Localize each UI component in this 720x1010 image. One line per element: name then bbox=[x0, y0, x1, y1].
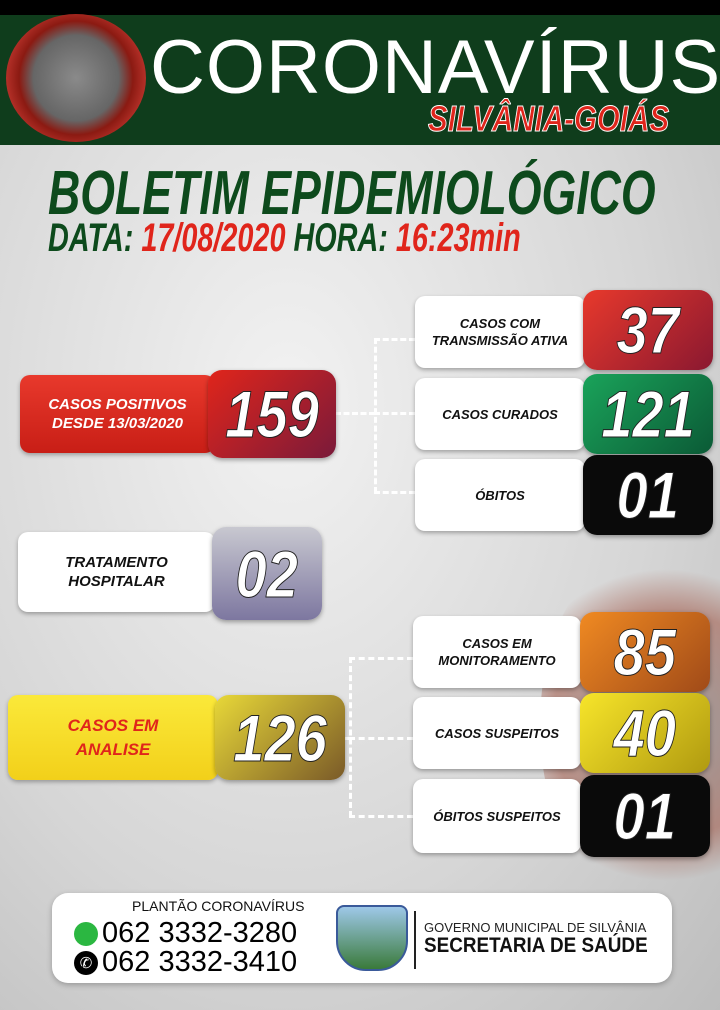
label-line: HOSPITALAR bbox=[68, 573, 165, 590]
connector bbox=[374, 491, 415, 494]
label-line: ANALISE bbox=[75, 739, 151, 759]
divider bbox=[414, 911, 416, 969]
connector bbox=[374, 338, 377, 493]
connector bbox=[335, 412, 375, 415]
time-label: HORA: bbox=[293, 216, 388, 260]
recovered-label: CASOS CURADOS bbox=[415, 378, 585, 450]
phone-line: ✆ 062 3332-3410 bbox=[74, 946, 297, 979]
connector bbox=[349, 737, 413, 740]
label-line: TRATAMENTO bbox=[65, 554, 168, 571]
label-line: CASOS EM bbox=[462, 636, 532, 651]
active-cases-value: 37 bbox=[583, 290, 713, 370]
label-line: TRANSMISSÃO ATIVA bbox=[431, 333, 569, 348]
whatsapp-icon bbox=[74, 921, 98, 946]
label-line: CASOS POSITIVOS bbox=[48, 396, 187, 413]
hospital-value: 02 bbox=[212, 527, 322, 620]
analysis-label: CASOS EM ANALISE bbox=[8, 695, 218, 780]
header-subtitle: SILVÂNIA-GOIÁS bbox=[428, 98, 670, 140]
whatsapp-number[interactable]: 062 3332-3280 bbox=[102, 917, 298, 949]
positive-cases-label: CASOS POSITIVOS DESDE 13/03/2020 bbox=[20, 375, 215, 453]
suspected-deaths-label: ÓBITOS SUSPEITOS bbox=[413, 779, 581, 853]
suspected-value: 40 bbox=[580, 693, 710, 773]
label-line: CASOS EM bbox=[67, 715, 159, 735]
date-label: DATA: bbox=[48, 216, 134, 260]
bulletin-title: BOLETIM EPIDEMIOLÓGICO bbox=[48, 159, 656, 228]
department-name: SECRETARIA DE SAÚDE bbox=[424, 934, 648, 957]
connector bbox=[349, 657, 413, 660]
municipal-coat-of-arms bbox=[336, 905, 408, 971]
connector bbox=[349, 815, 413, 818]
connector bbox=[345, 737, 351, 740]
connector bbox=[374, 412, 415, 415]
suspected-label: CASOS SUSPEITOS bbox=[413, 697, 581, 769]
bulletin-date-line: DATA: 17/08/2020 HORA: 16:23min bbox=[48, 216, 521, 261]
hospital-label: TRATAMENTO HOSPITALAR bbox=[18, 532, 215, 612]
header-title: CORONAVÍRUS bbox=[150, 25, 720, 110]
coronavirus-image bbox=[6, 14, 146, 142]
government-name: GOVERNO MUNICIPAL DE SILVÂNIA bbox=[424, 920, 647, 935]
whatsapp-line: 062 3332-3280 bbox=[74, 917, 297, 950]
label-line: CASOS COM bbox=[459, 316, 541, 331]
deaths-value: 01 bbox=[583, 455, 713, 535]
positive-cases-value: 159 bbox=[208, 370, 336, 458]
label-line: MONITORAMENTO bbox=[438, 653, 556, 668]
connector bbox=[374, 338, 415, 341]
phone-icon: ✆ bbox=[74, 950, 98, 975]
monitoring-value: 85 bbox=[580, 612, 710, 692]
analysis-value: 126 bbox=[215, 695, 345, 780]
top-bar bbox=[0, 0, 720, 15]
hotline-label: PLANTÃO CORONAVÍRUS bbox=[132, 898, 305, 914]
active-cases-label: CASOS COM TRANSMISSÃO ATIVA bbox=[415, 296, 585, 368]
monitoring-label: CASOS EM MONITORAMENTO bbox=[413, 616, 581, 688]
deaths-label: ÓBITOS bbox=[415, 459, 585, 531]
recovered-value: 121 bbox=[583, 374, 713, 454]
date-value: 17/08/2020 bbox=[141, 216, 286, 260]
time-value: 16:23min bbox=[395, 216, 521, 260]
phone-number[interactable]: 062 3332-3410 bbox=[102, 946, 298, 978]
suspected-deaths-value: 01 bbox=[580, 775, 710, 857]
label-line: DESDE 13/03/2020 bbox=[52, 415, 183, 432]
